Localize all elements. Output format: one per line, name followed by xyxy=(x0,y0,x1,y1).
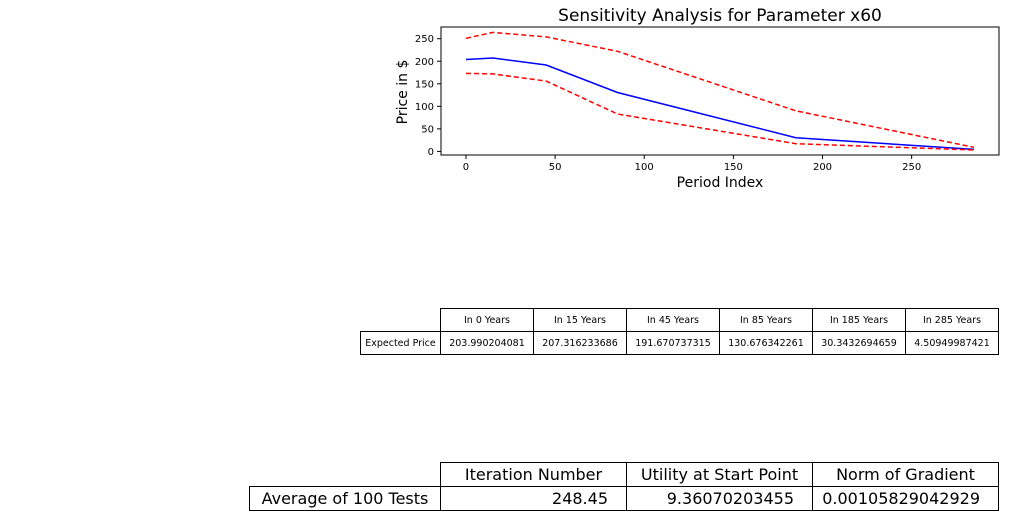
table-header-cell: In 0 Years xyxy=(440,308,534,332)
sensitivity-chart: Sensitivity Analysis for Parameter x60 P… xyxy=(380,0,1014,200)
table-cell: 130.676342261 xyxy=(719,331,813,355)
table-header-cell: In 85 Years xyxy=(719,308,813,332)
y-tick-label: 200 xyxy=(415,57,434,68)
table-corner xyxy=(250,463,441,487)
optimization-summary-table: Iteration Number Utility at Start Point … xyxy=(249,462,999,511)
x-tick-label: 0 xyxy=(463,162,469,173)
table-header-cell: In 185 Years xyxy=(812,308,906,332)
table-cell: 248.45 xyxy=(440,486,627,511)
x-tick-label: 50 xyxy=(549,162,562,173)
table-header-cell: Norm of Gradient xyxy=(812,462,999,487)
table-cell: 0.00105829042929 xyxy=(812,486,999,511)
confidence-bound-line xyxy=(465,72,975,151)
table-header-cell: In 285 Years xyxy=(905,308,999,332)
table-header-cell: Iteration Number xyxy=(440,462,627,487)
table-row-label: Average of 100 Tests xyxy=(249,486,441,511)
table-row: Expected Price 203.990204081 207.3162336… xyxy=(360,331,999,355)
table-row: Average of 100 Tests 248.45 9.3607020345… xyxy=(249,486,999,511)
table-corner xyxy=(361,309,441,332)
y-tick-label: 250 xyxy=(415,34,434,45)
x-tick-label: 200 xyxy=(813,162,832,173)
table-header-row: Iteration Number Utility at Start Point … xyxy=(250,462,999,487)
y-tick-label: 150 xyxy=(415,79,434,90)
plot-area-frame xyxy=(440,26,1000,156)
confidence-bound-line xyxy=(465,31,975,149)
expected-price-table: In 0 Years In 15 Years In 45 Years In 85… xyxy=(360,308,999,355)
x-tick-label: 150 xyxy=(724,162,743,173)
chart-x-axis-label: Period Index xyxy=(677,175,764,191)
y-tick-label: 50 xyxy=(421,124,434,135)
table-header-cell: In 45 Years xyxy=(626,308,720,332)
y-tick-label: 100 xyxy=(415,102,434,113)
table-cell: 207.316233686 xyxy=(533,331,627,355)
table-cell: 30.3432694659 xyxy=(812,331,906,355)
x-tick-label: 250 xyxy=(902,162,921,173)
chart-lines xyxy=(465,31,975,151)
expected-price-line xyxy=(465,57,975,151)
chart-svg: Sensitivity Analysis for Parameter x60 P… xyxy=(395,6,1000,191)
table-cell: 9.36070203455 xyxy=(626,486,813,511)
chart-title: Sensitivity Analysis for Parameter x60 xyxy=(558,6,882,26)
table-header-row: In 0 Years In 15 Years In 45 Years In 85… xyxy=(361,308,999,332)
table-cell: 203.990204081 xyxy=(440,331,534,355)
x-tick-label: 100 xyxy=(635,162,654,173)
chart-ticks: 0 50 100 150 200 250 0 50 100 150 200 250 xyxy=(415,34,921,173)
table-header-cell: Utility at Start Point xyxy=(626,462,813,487)
table-cell: 4.50949987421 xyxy=(905,331,999,355)
y-tick-label: 0 xyxy=(428,147,434,158)
table-row-label: Expected Price xyxy=(360,331,441,355)
table-header-cell: In 15 Years xyxy=(533,308,627,332)
table-cell: 191.670737315 xyxy=(626,331,720,355)
chart-y-axis-label: Price in $ xyxy=(395,60,411,125)
